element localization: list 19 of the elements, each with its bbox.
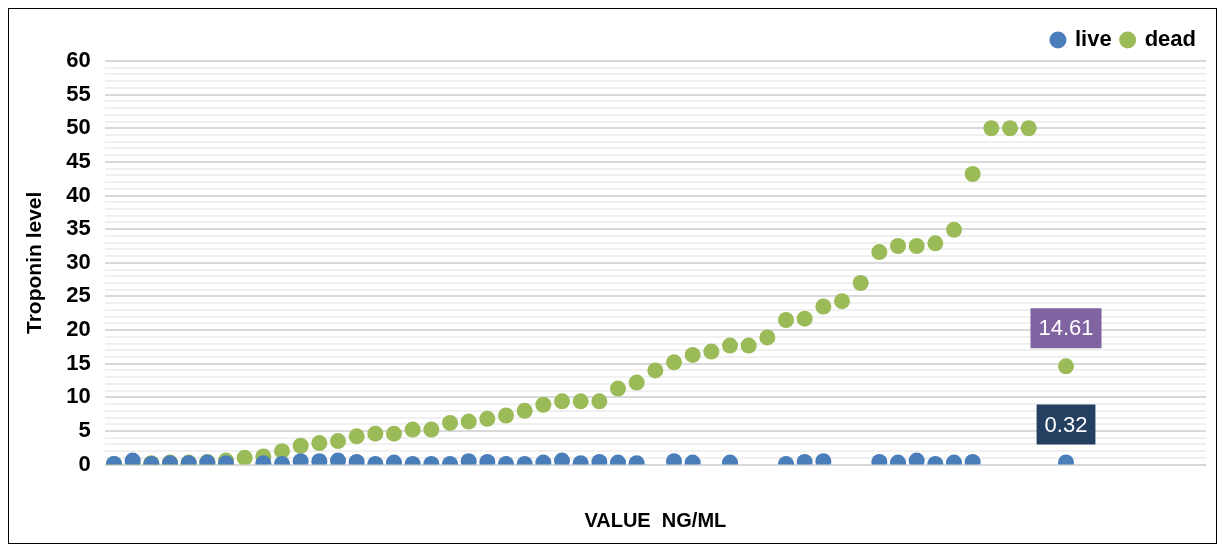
y-tick-label: 20 xyxy=(66,316,91,342)
y-tick-label: 30 xyxy=(66,248,91,274)
y-tick-label: 25 xyxy=(66,282,91,308)
y-axis-title: Troponin level xyxy=(22,191,46,334)
data-label: 0.32 xyxy=(1044,411,1088,437)
legend-label: live xyxy=(1074,26,1112,52)
y-tick-label: 55 xyxy=(66,80,91,106)
y-tick-label: 10 xyxy=(66,383,91,409)
y-tick-label: 45 xyxy=(66,147,91,173)
y-tick-label: 0 xyxy=(78,450,91,476)
data-label: 14.61 xyxy=(1038,315,1094,341)
y-tick-label: 15 xyxy=(66,349,91,375)
legend-label: dead xyxy=(1144,26,1197,52)
y-tick-label: 60 xyxy=(66,47,91,73)
y-tick-label: 35 xyxy=(66,215,91,241)
y-tick-label: 50 xyxy=(66,114,91,140)
x-axis-title: VALUE NG/ML xyxy=(584,508,727,531)
y-tick-label: 40 xyxy=(66,181,91,207)
y-tick-label: 5 xyxy=(78,417,91,443)
